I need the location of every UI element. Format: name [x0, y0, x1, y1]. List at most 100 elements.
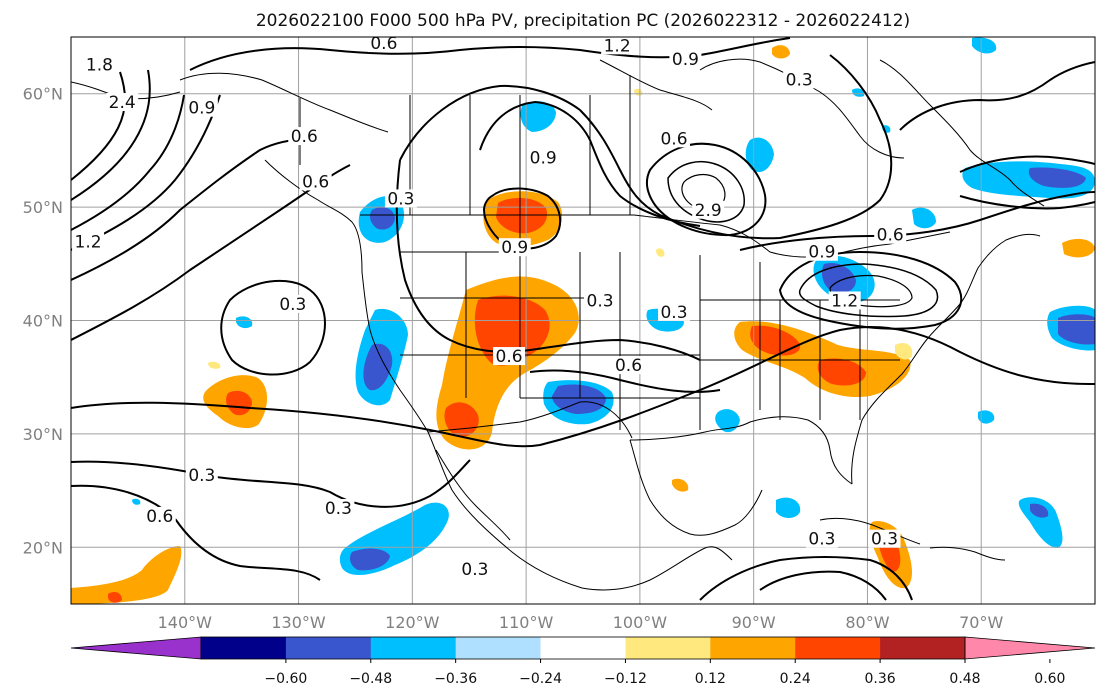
- pv-contour-0.9-mt: [482, 187, 562, 250]
- longitude-tick-label: 140°W: [158, 613, 213, 632]
- contour-label-background: [322, 499, 355, 518]
- contour-label-background: [185, 98, 218, 117]
- contour-label: 1.8: [86, 56, 113, 76]
- longitude-tick-label: 90°W: [732, 613, 776, 632]
- contour-label: 0.9: [501, 238, 528, 258]
- coastline-canada-north: [179, 59, 713, 133]
- precip-negative-great-lakes-core: [822, 262, 856, 293]
- precip-positive-small-1: [772, 45, 790, 59]
- precip-positive-small-4: [208, 361, 221, 369]
- contour-label-background: [83, 55, 116, 74]
- contour-label: 0.6: [660, 129, 687, 149]
- contour-label-background: [143, 506, 176, 525]
- pv-contour-caribbean: [699, 556, 913, 601]
- longitude-tick-label: 100°W: [613, 613, 668, 632]
- contour-label: 0.3: [786, 70, 813, 90]
- colorbar-arrow-left: [70, 636, 202, 660]
- contour-label-background: [805, 529, 838, 548]
- pv-contour-2.4-west: [71, 71, 126, 181]
- pv-contour-east-low-2: [798, 263, 939, 318]
- contour-label-background: [612, 356, 645, 375]
- pv-contour-labels: 0.6 1.2 0.9 0.3 1.8 2.4 0.9 0.6 0.6 0.3 0.9 0.6 2.9 0…: [72, 34, 907, 580]
- pv-contour-canada-low-2: [667, 161, 745, 223]
- contour-label-background: [783, 70, 816, 89]
- colorbar-segment: [625, 637, 711, 659]
- contour-label: 0.3: [188, 466, 215, 486]
- latitude-tick-label: 50°N: [23, 198, 63, 217]
- contour-label-background: [601, 37, 634, 55]
- longitude-tick-labels: 140°W 130°W 120°W 110°W 100°W 90°W 80°W 70°W: [158, 613, 1004, 632]
- colorbar-tick-label: −0.60: [264, 671, 307, 687]
- precip-negative-texas-core: [552, 384, 606, 414]
- contour-label: 0.3: [461, 560, 488, 580]
- precip-negative-north-1: [520, 101, 556, 132]
- contour-label-background: [527, 148, 560, 167]
- contour-label: 0.6: [146, 507, 173, 527]
- precip-negative-atl-1-core: [1030, 503, 1049, 518]
- colorbar-tick-label: 0.12: [695, 671, 726, 687]
- longitude-tick-label: 80°W: [845, 613, 889, 632]
- contour-label-background: [458, 560, 491, 579]
- contour-label: 0.6: [291, 127, 318, 147]
- pv-contour-0.3-south2: [71, 484, 321, 581]
- pv-contour-ridge-inner: [479, 100, 701, 227]
- precip-positive-pacific-core: [226, 390, 252, 416]
- precip-negative-caribbean: [776, 497, 801, 518]
- contour-label: 1.2: [831, 291, 858, 311]
- contour-label-background: [367, 37, 400, 53]
- colorbar-tick-labels: −0.60 −0.48 −0.36 −0.24 −0.12 0.12 0.24 0.36 0.4…: [264, 659, 1065, 687]
- contour-label-background: [384, 189, 417, 208]
- precip-positive-ohio: [895, 343, 913, 360]
- map-frame: [70, 36, 1096, 605]
- longitude-tick-label: 120°W: [385, 613, 440, 632]
- colorbar-segment: [710, 637, 796, 659]
- contour-label: 0.3: [587, 291, 614, 311]
- colorbar-segment: [540, 637, 626, 659]
- colorbar-tick-label: −0.48: [349, 671, 392, 687]
- pv-contour-canada-low-1: [646, 142, 767, 237]
- contour-label-background: [288, 127, 321, 146]
- contour-label-background: [805, 242, 838, 261]
- border-us-mexico: [427, 401, 633, 439]
- contour-label: 0.6: [370, 34, 397, 54]
- contour-label-background: [658, 129, 691, 148]
- contour-label-background: [868, 529, 901, 548]
- coastline-labrador: [879, 59, 1045, 207]
- precip-positive-small-5: [656, 248, 665, 257]
- latitude-tick-label: 60°N: [23, 85, 63, 104]
- precip-negative-california-core: [363, 343, 393, 391]
- coastline-gulf: [629, 416, 853, 485]
- precip-negative-small-nw: [852, 88, 865, 97]
- contour-label-background: [72, 232, 105, 251]
- pv-contour-0.3-main: [71, 325, 1095, 448]
- contour-label: 0.3: [387, 189, 414, 209]
- border-states-east: [700, 299, 900, 420]
- precip-positive-sw-core: [108, 592, 122, 603]
- colorbar-tick-label: −0.36: [434, 671, 477, 687]
- contour-label: 1.2: [75, 233, 102, 253]
- pv-contours: [71, 37, 1095, 601]
- longitude-tick-label: 110°W: [499, 613, 554, 632]
- colorbar-tick-label: 0.48: [949, 671, 980, 687]
- colorbar-tick-label: −0.24: [519, 671, 562, 687]
- latitude-tick-label: 20°N: [23, 538, 63, 557]
- precip-positive-sw-corner: [71, 546, 182, 604]
- latitude-tick-label: 30°N: [23, 425, 63, 444]
- coastline-baja: [435, 449, 511, 541]
- precip-negative-pac-small: [236, 316, 253, 329]
- precip-negative-gulf: [715, 409, 740, 433]
- pv-contour-east-low-1: [778, 250, 963, 330]
- contour-label-background: [106, 93, 139, 112]
- contour-label: 0.3: [325, 499, 352, 519]
- precip-positive-small-2: [672, 478, 689, 492]
- latitude-tick-labels: 20°N 30°N 40°N 50°N 60°N: [23, 85, 63, 558]
- contour-label-background: [493, 347, 526, 366]
- contour-label: 0.9: [530, 149, 557, 169]
- longitude-tick-label: 130°W: [271, 613, 326, 632]
- pv-contour-1.8-west: [71, 69, 151, 201]
- contour-label: 0.6: [302, 172, 329, 192]
- colorbar-segment: [880, 637, 966, 659]
- colorbar-tick-label: 0.24: [780, 671, 811, 687]
- contour-label-background: [828, 291, 861, 310]
- contour-label: 0.6: [615, 356, 642, 376]
